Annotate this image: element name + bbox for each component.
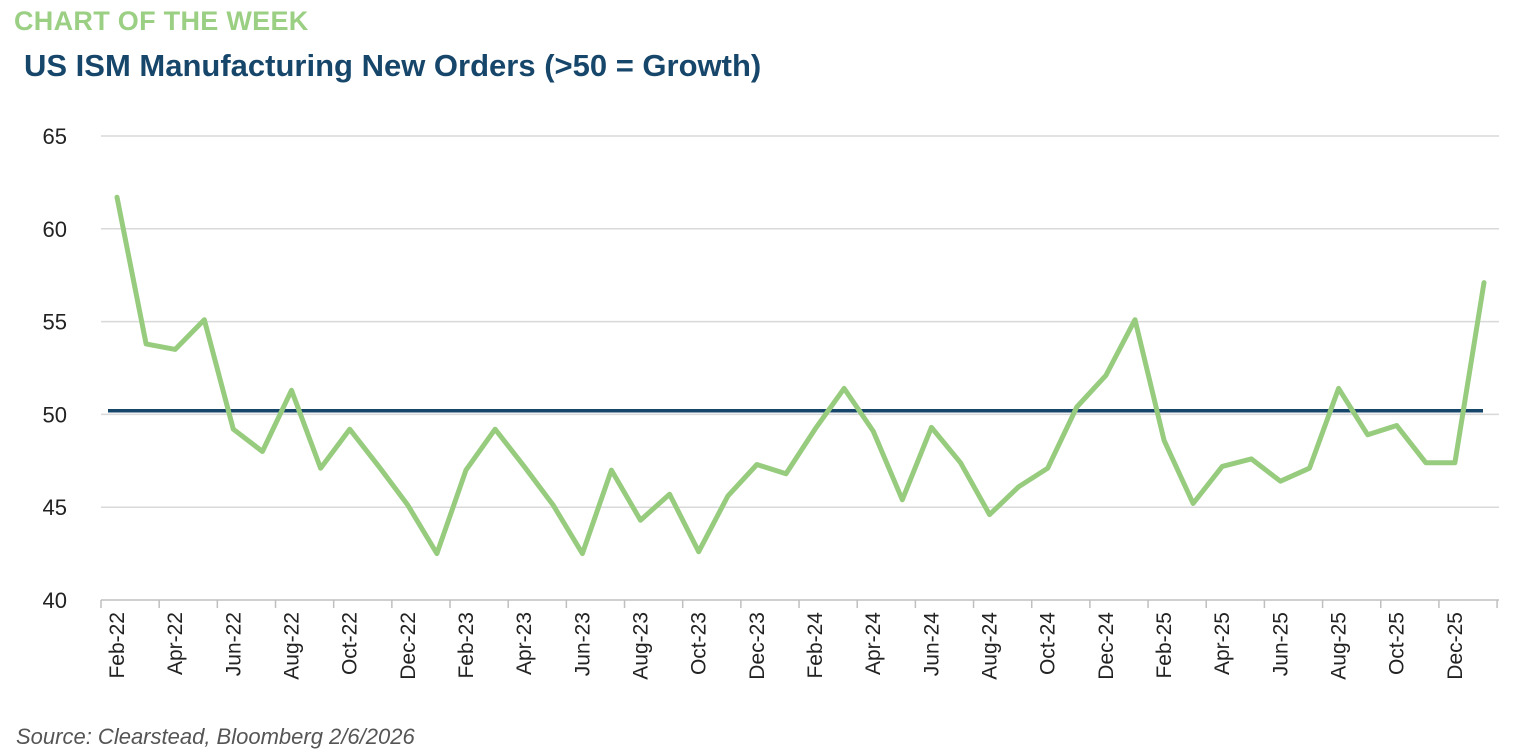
x-tick-label: Dec-23 bbox=[746, 612, 769, 680]
y-axis-ticks: 40 45 50 55 60 65 bbox=[43, 124, 67, 613]
x-tick-label: Dec-25 bbox=[1444, 612, 1467, 680]
x-tick-label: Apr-23 bbox=[513, 612, 536, 675]
y-tick-label: 50 bbox=[43, 402, 67, 427]
x-tick-label: Aug-24 bbox=[979, 612, 1002, 680]
x-tick-label: Aug-23 bbox=[630, 612, 653, 680]
x-tick-label: Jun-22 bbox=[222, 612, 245, 676]
y-tick-label: 40 bbox=[43, 588, 67, 613]
x-tick-label: Oct-22 bbox=[339, 612, 362, 675]
y-tick-label: 55 bbox=[43, 310, 67, 335]
x-tick-label: Jun-25 bbox=[1269, 612, 1292, 676]
y-tick-label: 45 bbox=[43, 495, 67, 520]
x-tick-label: Aug-22 bbox=[281, 612, 304, 680]
x-tick-label: Feb-24 bbox=[804, 612, 827, 679]
x-tick-label: Jun-23 bbox=[571, 612, 594, 676]
chart-kicker: CHART OF THE WEEK bbox=[14, 6, 309, 36]
x-tick-label: Feb-25 bbox=[1153, 612, 1176, 679]
gridlines bbox=[101, 135, 1499, 508]
x-tick-label: Oct-23 bbox=[688, 612, 711, 675]
x-tick-label: Apr-22 bbox=[164, 612, 187, 675]
x-tick-label: Apr-24 bbox=[862, 612, 885, 675]
x-tick-label: Oct-24 bbox=[1037, 612, 1060, 675]
x-tick-label: Dec-22 bbox=[397, 612, 420, 680]
x-tick-label: Feb-22 bbox=[106, 612, 129, 679]
x-axis: Feb-22 Apr-22 Jun-22 Aug-22 Oct-22 Dec-22 Feb-… bbox=[100, 599, 1499, 680]
x-tick-label: Aug-25 bbox=[1328, 612, 1351, 680]
x-tick-label: Jun-24 bbox=[920, 612, 943, 677]
line-chart: 40 45 50 55 60 65 Feb-22 Apr-22 Jun-22 Aug-22 Oct… bbox=[43, 124, 1499, 680]
x-tick-label: Apr-25 bbox=[1211, 612, 1234, 675]
y-tick-label: 60 bbox=[43, 217, 67, 242]
x-tick-label: Dec-24 bbox=[1095, 612, 1118, 680]
x-tick-label: Feb-23 bbox=[455, 612, 478, 679]
new-orders-series-line bbox=[114, 194, 1487, 557]
chart-title: US ISM Manufacturing New Orders (>50 = G… bbox=[24, 48, 762, 83]
y-tick-label: 65 bbox=[43, 124, 67, 149]
source-note: Source: Clearstead, Bloomberg 2/6/2026 bbox=[16, 724, 415, 749]
x-tick-label: Oct-25 bbox=[1386, 612, 1409, 675]
